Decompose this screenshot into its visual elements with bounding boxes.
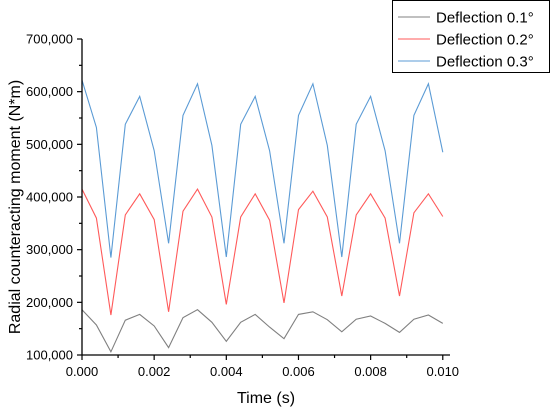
y-tick-label: 200,000 [26, 295, 73, 310]
legend: Deflection 0.1° Deflection 0.2° Deflection… [392, 0, 550, 73]
x-tick-label: 0.008 [354, 364, 387, 379]
plot-lines [81, 79, 444, 354]
y-tick-label: 700,000 [26, 32, 73, 47]
series-line-2 [81, 188, 444, 316]
legend-label-3: Deflection 0.3° [436, 54, 534, 71]
series-line-3 [81, 79, 444, 258]
y-tick-label: 300,000 [26, 242, 73, 257]
x-axis-title: Time (s) [237, 390, 295, 407]
x-tick-label: 0.002 [138, 364, 171, 379]
x-tick-label: 0.000 [66, 364, 99, 379]
y-tick-label: 100,000 [26, 348, 73, 363]
series-line-1 [81, 309, 444, 354]
x-ticks: 0.000 0.002 0.004 0.006 0.008 0.010 [66, 355, 459, 379]
legend-label-1: Deflection 0.1° [436, 10, 534, 27]
x-tick-label: 0.004 [210, 364, 243, 379]
x-tick-label: 0.010 [427, 364, 460, 379]
x-tick-label: 0.006 [282, 364, 315, 379]
y-tick-label: 600,000 [26, 84, 73, 99]
y-axis-title: Radial counteracting moment (N*m) [7, 80, 24, 334]
y-tick-label: 500,000 [26, 137, 73, 152]
y-tick-label: 400,000 [26, 190, 73, 205]
legend-label-2: Deflection 0.2° [436, 32, 534, 49]
y-ticks: 100,000 200,000 300,000 400,000 500,000 600,0… [26, 32, 82, 363]
